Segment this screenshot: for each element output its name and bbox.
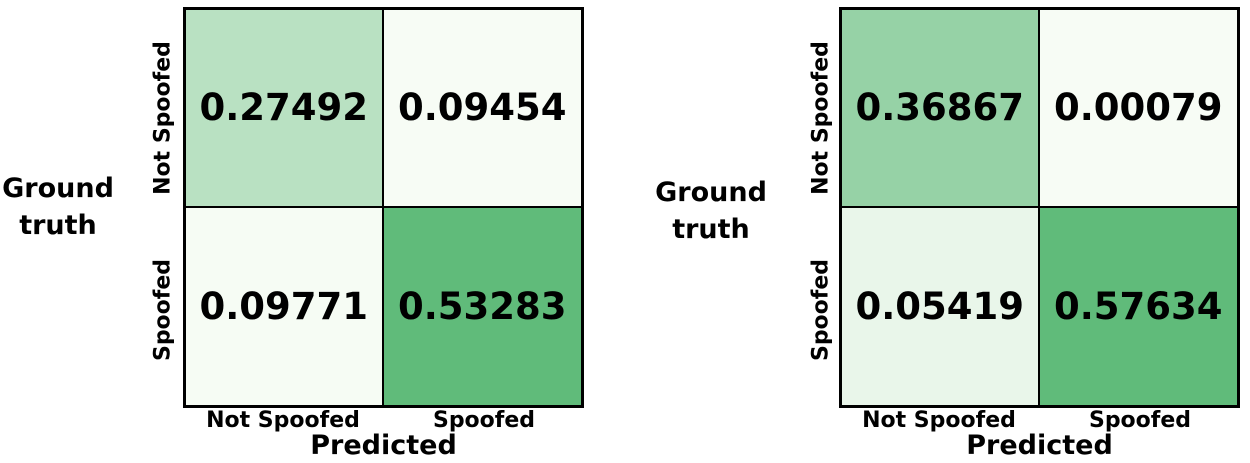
heatmap-cell: 0.00079 [1039,10,1237,208]
col-tick-not-spoofed: Not Spoofed [862,408,1016,433]
heatmap-grid: 0.27492 0.09454 0.09771 0.53283 [183,7,584,408]
heatmap-cell: 0.09454 [383,10,581,208]
x-axis-label: Predicted [310,430,457,461]
x-axis-label: Predicted [966,430,1113,461]
row-tick-label: Spoofed [150,258,176,362]
heatmap-cell: 0.09771 [186,207,384,405]
confusion-matrix-right: Ground truth Not Spoofed Spoofed 0.36867… [600,0,1250,463]
col-tick-spoofed: Spoofed [1088,408,1192,433]
heatmap-cell: 0.53283 [383,207,581,405]
heatmap-grid: 0.36867 0.00079 0.05419 0.57634 [839,7,1240,408]
row-tick-label: Spoofed [808,258,834,362]
row-tick-label: Not Spoofed [150,41,176,195]
col-tick-spoofed: Spoofed [432,408,536,433]
heatmap-cell: 0.27492 [186,10,384,208]
y-axis-label: Ground truth [655,177,767,245]
confusion-matrix-left: Ground truth Not Spoofed Spoofed 0.27492… [0,0,600,463]
heatmap-cell: 0.36867 [842,10,1040,208]
col-tick-not-spoofed: Not Spoofed [206,408,360,433]
heatmap-cell: 0.57634 [1039,207,1237,405]
y-axis-label: Ground truth [2,173,114,241]
row-tick-label: Not Spoofed [808,41,834,195]
heatmap-cell: 0.05419 [842,207,1040,405]
